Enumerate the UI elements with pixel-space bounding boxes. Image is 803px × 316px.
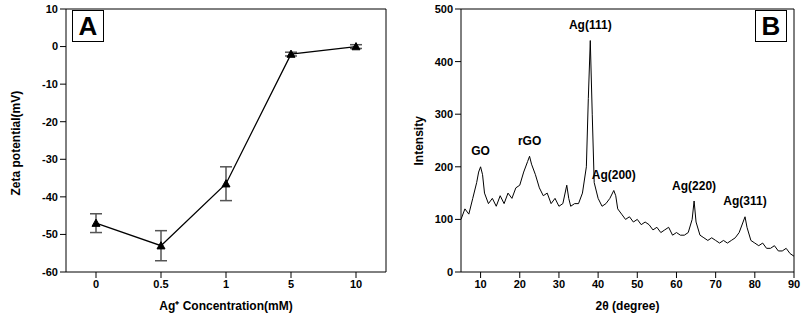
svg-text:-10: -10 xyxy=(42,78,58,90)
svg-text:0: 0 xyxy=(447,266,453,278)
svg-text:70: 70 xyxy=(710,278,722,290)
svg-text:Ag(111): Ag(111) xyxy=(569,18,612,32)
svg-text:0: 0 xyxy=(93,278,99,290)
svg-text:80: 80 xyxy=(749,278,761,290)
svg-text:90: 90 xyxy=(788,278,795,290)
svg-text:50: 50 xyxy=(631,278,643,290)
svg-text:Ag(311): Ag(311) xyxy=(723,194,766,208)
svg-text:Intensity: Intensity xyxy=(412,116,426,166)
svg-text:-20: -20 xyxy=(42,116,58,128)
svg-text:Zeta potential(mV): Zeta potential(mV) xyxy=(9,91,23,196)
svg-text:20: 20 xyxy=(514,278,526,290)
svg-text:1: 1 xyxy=(223,278,229,290)
svg-text:-40: -40 xyxy=(42,191,58,203)
svg-text:-30: -30 xyxy=(42,153,58,165)
svg-text:300: 300 xyxy=(435,108,453,120)
svg-text:-60: -60 xyxy=(42,266,58,278)
svg-text:10: 10 xyxy=(350,278,362,290)
svg-text:10: 10 xyxy=(46,3,58,15)
svg-text:rGO: rGO xyxy=(518,134,541,148)
svg-text:GO: GO xyxy=(471,144,490,158)
html-text:B: B xyxy=(761,11,781,41)
svg-text:200: 200 xyxy=(435,161,453,173)
svg-text:-50: -50 xyxy=(42,228,58,240)
svg-text:500: 500 xyxy=(435,3,453,15)
svg-text:100: 100 xyxy=(435,213,453,225)
html-text:A: A xyxy=(78,11,98,41)
svg-text:Ag⁺ Concentration(mM): Ag⁺ Concentration(mM) xyxy=(159,299,292,313)
svg-text:Ag(200): Ag(200) xyxy=(592,168,636,182)
svg-text:30: 30 xyxy=(553,278,565,290)
svg-text:2θ (degree): 2θ (degree) xyxy=(596,299,660,313)
svg-text:0: 0 xyxy=(52,40,58,52)
svg-text:0.5: 0.5 xyxy=(153,278,168,290)
svg-text:Ag(220): Ag(220) xyxy=(672,179,716,193)
svg-text:400: 400 xyxy=(435,56,453,68)
svg-text:60: 60 xyxy=(670,278,682,290)
svg-text:10: 10 xyxy=(474,278,486,290)
svg-text:5: 5 xyxy=(288,278,294,290)
svg-text:40: 40 xyxy=(592,278,604,290)
